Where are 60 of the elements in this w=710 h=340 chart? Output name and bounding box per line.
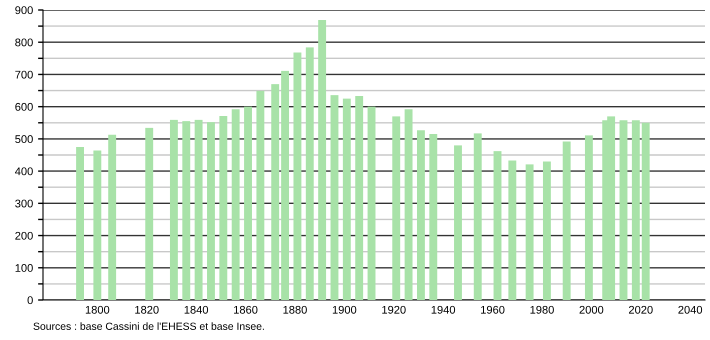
bar [342, 98, 351, 300]
x-tick-label: 1900 [332, 306, 356, 314]
bar [306, 47, 314, 300]
bar [194, 120, 203, 300]
bar [281, 70, 290, 300]
x-tick-label: 1980 [530, 306, 554, 314]
bar [474, 133, 482, 300]
bar [93, 150, 102, 300]
x-tick-label: 2040 [678, 306, 702, 314]
bar [404, 109, 413, 300]
bar [219, 116, 228, 300]
y-tick-label: 500 [15, 135, 33, 144]
x-tick-label: 1840 [184, 306, 208, 314]
bar [562, 141, 571, 300]
x-tick-label: 1820 [135, 306, 159, 314]
bar [368, 106, 376, 300]
y-tick-label: 100 [16, 264, 33, 272]
bar [355, 96, 364, 300]
source-note: Sources : base Cassini de l'EHESS et base Insee. [33, 322, 264, 330]
x-tick-label: 1880 [283, 306, 307, 314]
bar [271, 84, 280, 300]
bar [207, 122, 215, 300]
bar [244, 106, 252, 300]
y-tick-label: 700 [15, 70, 33, 79]
bar [293, 52, 302, 300]
y-tick-label: 400 [14, 167, 33, 176]
bar [494, 151, 502, 300]
bar [76, 146, 84, 300]
bar [256, 90, 264, 300]
x-tick-label: 1800 [86, 306, 110, 314]
bar [330, 95, 338, 300]
bar [145, 128, 154, 300]
x-tick-label: 1920 [382, 306, 406, 314]
y-tick-label: 200 [15, 232, 33, 240]
bar [170, 120, 178, 300]
bar [620, 120, 628, 300]
x-tick-label: 1860 [234, 306, 258, 314]
x-tick-label: 2000 [580, 306, 604, 314]
bar [108, 134, 116, 300]
bar [542, 161, 551, 300]
bar [232, 109, 240, 300]
bar [632, 120, 640, 300]
y-tick-label: 800 [15, 38, 33, 46]
bar [526, 164, 534, 300]
bar [182, 121, 190, 300]
y-tick-label: 900 [15, 6, 33, 14]
bar [454, 145, 462, 300]
bar [429, 134, 438, 300]
y-tick-label: 300 [15, 200, 33, 208]
x-tick-label: 2020 [628, 306, 653, 314]
bar [416, 130, 425, 300]
bar [508, 160, 516, 300]
bar [642, 122, 650, 300]
bar [584, 135, 593, 300]
bar [318, 20, 326, 300]
bar [392, 116, 400, 300]
x-tick-label: 1940 [432, 306, 456, 314]
x-tick-label: 1960 [481, 306, 504, 314]
y-tick-label: 600 [15, 102, 33, 111]
y-tick-label: 0 [28, 296, 33, 304]
